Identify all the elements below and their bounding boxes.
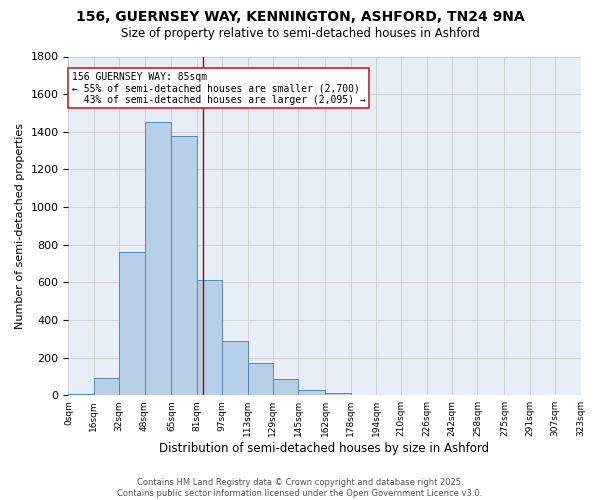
Bar — [273, 379, 298, 395]
Bar — [94, 378, 119, 395]
Bar — [197, 280, 222, 395]
Bar — [119, 252, 145, 395]
Y-axis label: Number of semi-detached properties: Number of semi-detached properties — [15, 123, 25, 329]
Text: 156, GUERNSEY WAY, KENNINGTON, ASHFORD, TN24 9NA: 156, GUERNSEY WAY, KENNINGTON, ASHFORD, … — [76, 10, 524, 24]
Bar — [145, 122, 172, 395]
Bar — [248, 363, 273, 395]
Text: 156 GUERNSEY WAY: 85sqm
← 55% of semi-detached houses are smaller (2,700)
  43% : 156 GUERNSEY WAY: 85sqm ← 55% of semi-de… — [71, 72, 365, 105]
X-axis label: Distribution of semi-detached houses by size in Ashford: Distribution of semi-detached houses by … — [160, 442, 490, 455]
Bar — [298, 390, 325, 395]
Bar — [222, 340, 248, 395]
Bar — [68, 394, 94, 395]
Bar — [325, 393, 350, 395]
Text: Contains HM Land Registry data © Crown copyright and database right 2025.
Contai: Contains HM Land Registry data © Crown c… — [118, 478, 482, 498]
Bar — [172, 136, 197, 395]
Text: Size of property relative to semi-detached houses in Ashford: Size of property relative to semi-detach… — [121, 28, 479, 40]
